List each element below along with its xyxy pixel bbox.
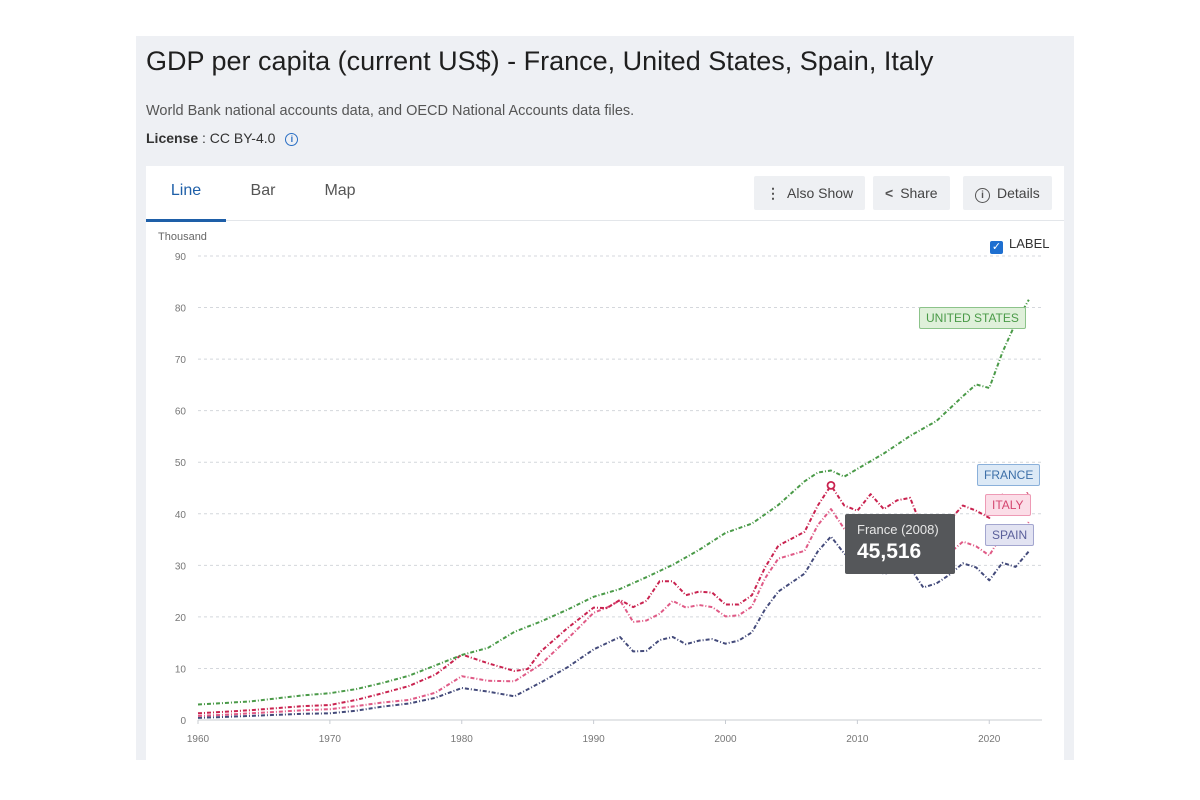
tooltip-value: 45,516 — [857, 540, 922, 563]
x-tick-label: 2000 — [714, 734, 737, 745]
tab-map[interactable]: Map — [324, 182, 356, 199]
tooltip-title: France (2008) — [857, 522, 939, 537]
y-tick-label: 80 — [175, 304, 187, 315]
tab-bar-chart[interactable]: Bar — [250, 182, 276, 199]
page-title: GDP per capita (current US$) - France, U… — [146, 46, 934, 76]
license-value: : CC BY-4.0 — [202, 130, 276, 146]
series-line-spain — [197, 535, 1030, 719]
chart-card: Line Bar Map ⋮ Also Show < Share i Details … — [146, 166, 1064, 760]
info-icon[interactable]: i — [285, 133, 299, 146]
y-tick-label: 30 — [175, 561, 187, 572]
y-tick-label: 0 — [180, 716, 186, 727]
share-label: Share — [900, 185, 938, 201]
y-tick-label: 40 — [175, 510, 187, 521]
y-tick-label: 70 — [175, 355, 187, 366]
details-label: Details — [997, 185, 1040, 201]
x-tick-label: 1960 — [187, 734, 210, 745]
y-unit-label: Thousand — [158, 231, 207, 243]
label-toggle[interactable]: ✓ LABEL — [990, 236, 1049, 254]
license-label: License — [146, 130, 199, 146]
y-tick-label: 90 — [175, 252, 187, 263]
license-line: License : CC BY-4.0 i — [146, 130, 299, 146]
x-tick-label: 2010 — [846, 734, 869, 745]
series-label-italy: ITALY — [985, 494, 1031, 516]
details-button[interactable]: i Details — [963, 176, 1052, 210]
chart-panel: GDP per capita (current US$) - France, U… — [136, 36, 1074, 760]
more-vertical-icon: ⋮ — [766, 185, 780, 201]
series-label-spain: SPAIN — [985, 524, 1035, 546]
also-show-button[interactable]: ⋮ Also Show — [754, 176, 866, 210]
y-tick-label: 20 — [175, 613, 187, 624]
series-label-france: FRANCE — [977, 464, 1041, 486]
x-tick-label: 2020 — [978, 734, 1001, 745]
series-line-italy — [197, 508, 1030, 717]
x-tick-label: 1970 — [319, 734, 342, 745]
share-button[interactable]: < Share — [873, 176, 950, 210]
also-show-label: Also Show — [787, 185, 854, 201]
share-icon: < — [885, 185, 894, 201]
label-toggle-text: LABEL — [1009, 236, 1050, 251]
y-tick-label: 10 — [175, 664, 187, 675]
tooltip: France (2008) 45,516 — [845, 514, 955, 574]
series-line-united-states — [197, 299, 1030, 706]
source-note: World Bank national accounts data, and O… — [146, 103, 635, 119]
highlight-point — [826, 480, 836, 490]
series-label-united-states: UNITED STATES — [919, 307, 1026, 329]
checkbox-checked-icon[interactable]: ✓ — [990, 241, 1003, 254]
tab-bar: Line Bar Map ⋮ Also Show < Share i Details — [146, 166, 1064, 222]
line-chart: Thousand 0 10 20 30 40 50 60 70 80 90 1960 1970 1980 1… — [158, 231, 1042, 745]
x-tick-label: 1980 — [451, 734, 474, 745]
tab-line[interactable]: Line — [146, 166, 226, 222]
x-tick-label: 1990 — [583, 734, 606, 745]
y-tick-label: 50 — [175, 458, 187, 469]
info-circle-icon: i — [975, 188, 990, 203]
y-tick-label: 60 — [175, 407, 187, 418]
